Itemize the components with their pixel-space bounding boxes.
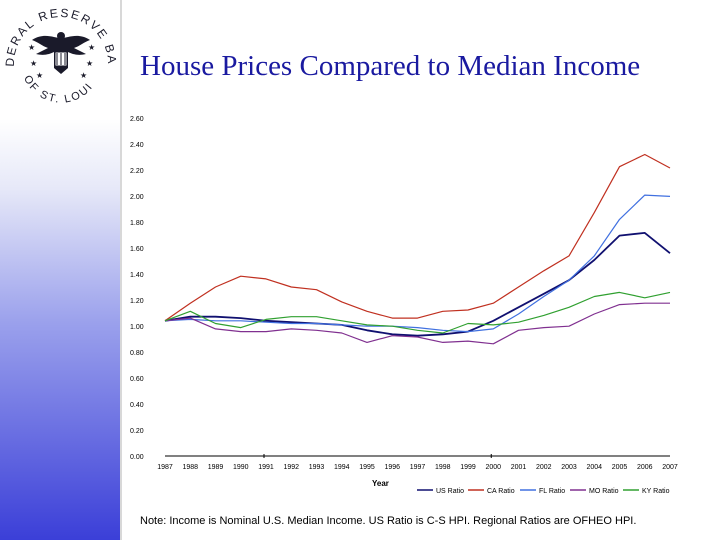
x-axis-title: Year [372, 479, 389, 488]
x-tick-label: 1989 [208, 464, 224, 471]
legend-label: KY Ratio [642, 488, 670, 495]
left-sidebar-gradient [0, 0, 120, 540]
x-tick-label: 1990 [233, 464, 249, 471]
legend-label: CA Ratio [487, 488, 515, 495]
x-tick-label: 1991 [258, 464, 274, 471]
y-tick-label: 2.60 [130, 116, 144, 123]
y-tick-label: 1.80 [130, 220, 144, 227]
x-tick-label: 1993 [309, 464, 325, 471]
line-chart: 0.00 0.20 0.40 0.60 0.80 1.00 1.20 1.40 1.60 1.80… [130, 116, 680, 497]
y-tick-label: 2.20 [130, 168, 144, 175]
x-tick-labels: 1987 1988 1989 1990 1991 1992 1993 1994 1995 1996… [157, 464, 678, 471]
y-tick-label: 0.60 [130, 376, 144, 383]
x-tick-label: 2005 [612, 464, 628, 471]
y-tick-label: 0.20 [130, 428, 144, 435]
legend-label: US Ratio [436, 488, 464, 495]
x-tick-label: 1997 [410, 464, 426, 471]
chart-legend: US Ratio CA Ratio FL Ratio MO Ratio KY Ratio [412, 483, 680, 497]
y-tick-label: 2.00 [130, 194, 144, 201]
x-tick-label: 2002 [536, 464, 552, 471]
chart-axes [165, 454, 670, 458]
y-tick-label: 1.00 [130, 324, 144, 331]
y-tick-label: 0.00 [130, 454, 144, 461]
series-line-ca [164, 153, 671, 322]
x-tick-label: 1992 [283, 464, 299, 471]
federal-reserve-seal-logo: FEDERAL RESERVE BANK OF ST. LOUIS ★★ ★★ … [4, 2, 117, 106]
svg-text:★: ★ [86, 59, 93, 68]
svg-text:★: ★ [28, 43, 35, 52]
legend-label: MO Ratio [589, 488, 619, 495]
svg-text:★: ★ [30, 59, 37, 68]
series-line-mo [164, 302, 670, 345]
x-tick-label: 1999 [460, 464, 476, 471]
x-tick-label: 1994 [334, 464, 350, 471]
y-tick-label: 1.20 [130, 298, 144, 305]
series-line-us [164, 232, 671, 337]
star-icons: ★ ★ ★ ★ ★ ★ [28, 43, 95, 80]
x-tick-label: 1996 [384, 464, 400, 471]
x-tick-label: 2003 [561, 464, 577, 471]
series-line-ky [164, 291, 671, 334]
page-title: House Prices Compared to Median Income [140, 50, 641, 82]
legend-label: FL Ratio [539, 488, 565, 495]
y-tick-label: 0.40 [130, 402, 144, 409]
sidebar-divider [120, 0, 122, 540]
x-tick-label: 1988 [182, 464, 198, 471]
x-tick-label: 2004 [586, 464, 602, 471]
y-tick-label: 1.40 [130, 272, 144, 279]
y-tick-label: 1.60 [130, 246, 144, 253]
y-tick-label: 0.80 [130, 350, 144, 357]
x-tick-label: 1995 [359, 464, 375, 471]
x-tick-label: 2001 [511, 464, 527, 471]
svg-text:★: ★ [88, 43, 95, 52]
x-tick-label: 1998 [435, 464, 451, 471]
x-tick-label: 2007 [662, 464, 678, 471]
series-line-fl [164, 194, 671, 333]
x-tick-label: 1987 [157, 464, 173, 471]
x-tick-label: 2006 [637, 464, 653, 471]
x-tick-label: 2000 [485, 464, 501, 471]
footnote: Note: Income is Nominal U.S. Median Inco… [140, 515, 637, 527]
series-lines [164, 153, 671, 345]
y-tick-label: 2.40 [130, 142, 144, 149]
eagle-icon [32, 32, 90, 74]
svg-text:★: ★ [36, 71, 43, 80]
svg-text:★: ★ [80, 71, 87, 80]
y-tick-labels: 0.00 0.20 0.40 0.60 0.80 1.00 1.20 1.40 1.60 1.80… [130, 116, 144, 461]
legend-box [412, 483, 680, 497]
